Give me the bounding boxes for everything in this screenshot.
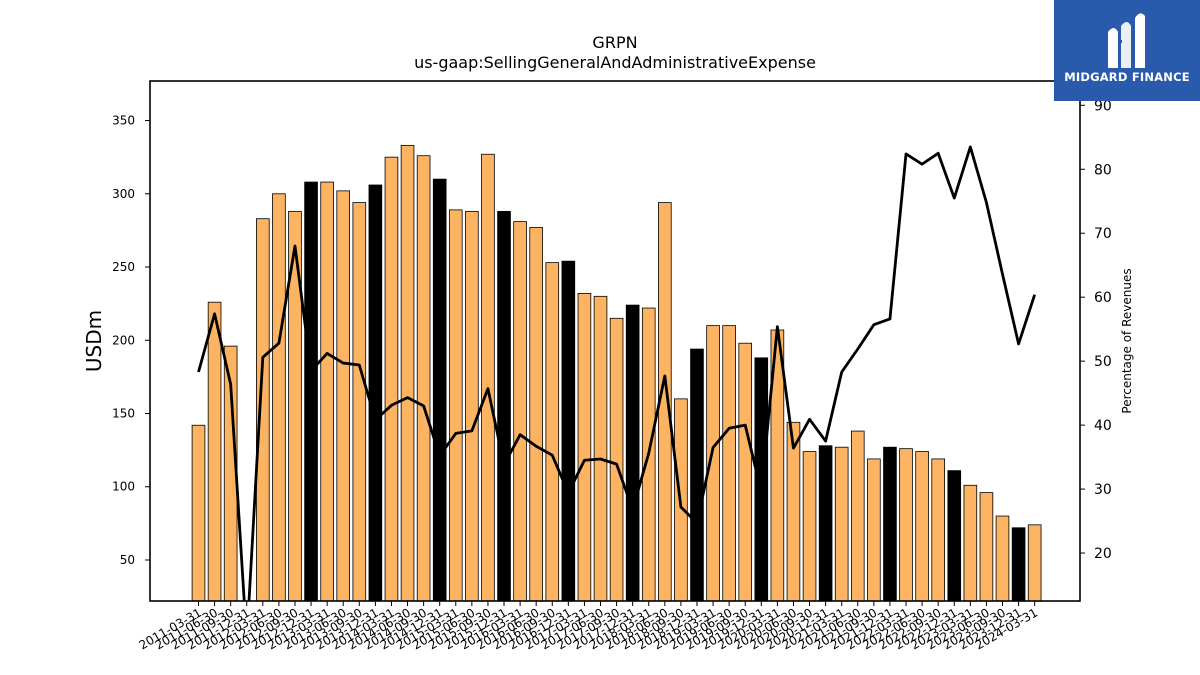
bar (481, 153, 495, 602)
bar (899, 448, 913, 602)
bar (802, 451, 817, 602)
bar (883, 446, 897, 602)
bar (320, 181, 334, 602)
bar (577, 292, 592, 602)
midgard-finance-logo: MIDGARD FINANCE (1054, 0, 1200, 101)
bar (272, 193, 286, 602)
chart-title: GRPN (592, 33, 637, 52)
bar (529, 227, 543, 602)
bar (400, 145, 415, 602)
y-tick-label: 200 (112, 333, 135, 347)
bar (416, 155, 431, 602)
plot-frame (149, 80, 1081, 602)
bar (979, 492, 994, 602)
y2-tick-label: 70 (1094, 226, 1112, 242)
line-layer (197, 145, 1036, 601)
y2-tick-label: 60 (1094, 290, 1112, 306)
bar (593, 295, 608, 602)
bar (545, 262, 560, 602)
bar (448, 209, 463, 602)
percentage-line (197, 145, 1036, 601)
y-tick-label: 100 (112, 480, 135, 494)
bar (609, 317, 624, 602)
y-axis-label: USDm (82, 310, 106, 372)
bar (304, 181, 318, 602)
bar (690, 348, 704, 602)
bar (191, 424, 206, 602)
logo-text: MIDGARD FINANCE (1064, 70, 1190, 84)
bar (915, 451, 929, 602)
bar (834, 446, 849, 602)
chart-subtitle: us-gaap:SellingGeneralAndAdministrativeE… (414, 53, 816, 72)
bar (995, 515, 1010, 602)
bar (1011, 527, 1026, 602)
y2-axis-label: Percentage of Revenues (1120, 268, 1134, 413)
y-tick-label: 150 (112, 407, 135, 421)
axes: 50 100 150 200 250 300 350 20 30 40 50 60 70 80 90 (112, 80, 1112, 602)
x-tick-labels: 2011-03-312011-06-302011-09-302011-12-31… (137, 601, 1040, 652)
bar (368, 184, 383, 602)
bar (352, 202, 367, 602)
bar (465, 210, 479, 602)
bar (256, 218, 270, 602)
bar (336, 190, 351, 602)
y2-tick-label: 50 (1094, 354, 1112, 370)
bar (818, 445, 833, 602)
bar (722, 325, 736, 602)
bar (963, 484, 978, 602)
bar-group (191, 145, 1042, 602)
y2-tick-label: 90 (1094, 98, 1112, 114)
y-tick-label: 250 (112, 260, 135, 274)
bar (867, 458, 881, 602)
y-tick-label: 350 (112, 114, 135, 128)
y2-tick-label: 80 (1094, 162, 1112, 178)
y-tick-label: 300 (112, 187, 135, 201)
y-tick-label: 50 (120, 553, 135, 567)
bar (850, 430, 865, 602)
y2-tick-label: 30 (1094, 482, 1112, 498)
bar (1027, 524, 1042, 602)
bar (384, 156, 399, 602)
bar (625, 304, 640, 602)
y2-tick-label: 40 (1094, 418, 1112, 434)
bar (432, 178, 447, 602)
midgard-logo-icon (1108, 13, 1145, 68)
bar (947, 470, 962, 602)
bar (931, 458, 945, 602)
bar (561, 260, 576, 602)
bar (513, 221, 527, 602)
bar (497, 210, 511, 602)
bar (207, 301, 222, 602)
bar (738, 342, 753, 602)
y2-tick-label: 20 (1094, 546, 1112, 562)
